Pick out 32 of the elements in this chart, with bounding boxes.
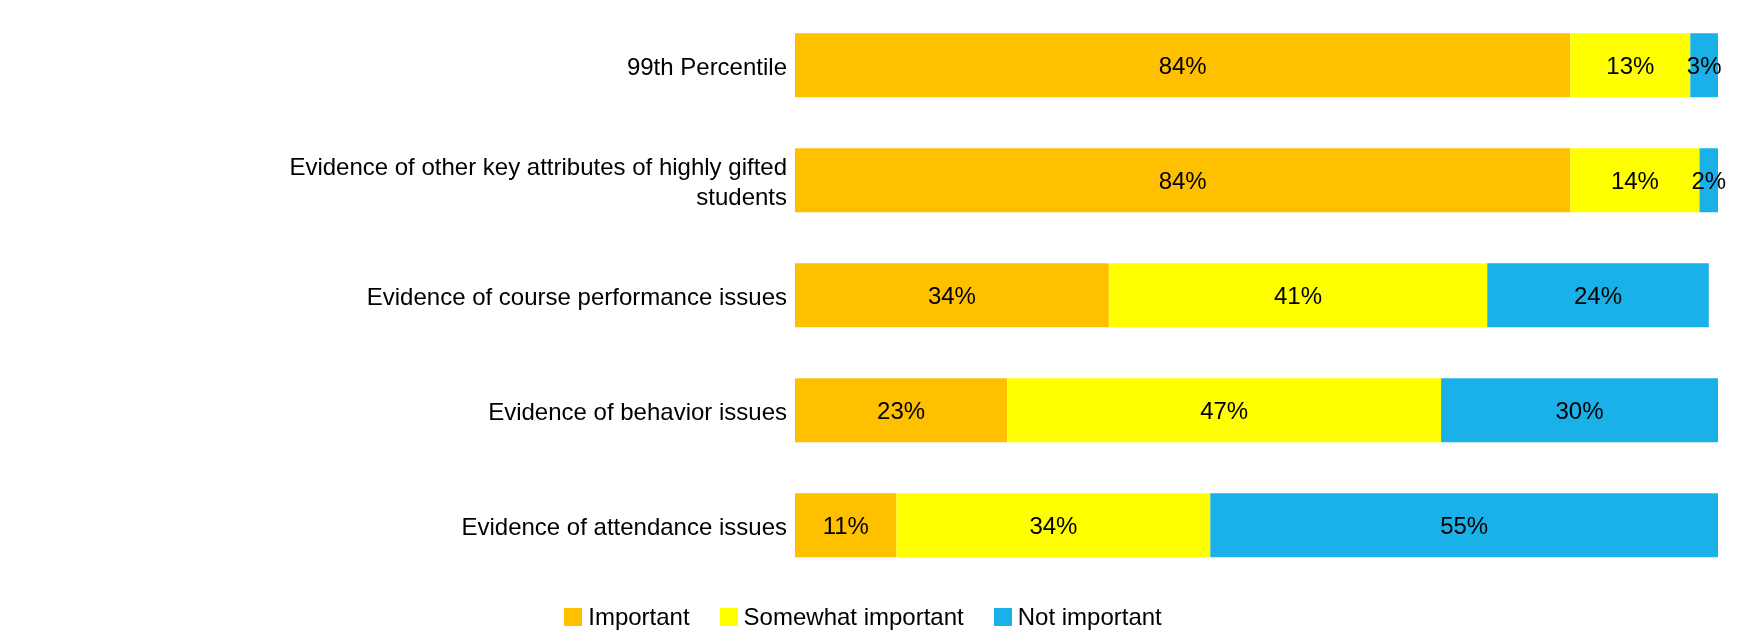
- bar: [795, 493, 897, 558]
- data-label: 47%: [1200, 396, 1249, 424]
- bar: [1007, 378, 1442, 443]
- bar: [795, 378, 1008, 443]
- bar: [1210, 493, 1718, 558]
- data-label: 30%: [1555, 396, 1604, 424]
- bar: [1441, 378, 1718, 443]
- bar: [795, 263, 1109, 328]
- data-label: 23%: [877, 396, 926, 424]
- data-label: 24%: [1573, 281, 1623, 309]
- legend-label: Somewhat important: [743, 603, 964, 631]
- data-label: 34%: [927, 281, 976, 309]
- legend-label: Important: [588, 603, 690, 631]
- y-tick-label: Evidence of course performance issues: [366, 282, 787, 309]
- data-label: 34%: [1029, 511, 1078, 539]
- y-tick-label: Evidence of other key attributes of highly gifted students: [289, 152, 787, 209]
- y-tick-label: Evidence of behavior issues: [488, 397, 787, 424]
- data-label: 55%: [1440, 511, 1489, 539]
- data-label: 84%: [1158, 51, 1207, 79]
- y-tick-label: Evidence of attendance issues: [461, 512, 787, 539]
- data-label: 11%: [822, 511, 869, 539]
- bar: [896, 493, 1211, 558]
- legend-label: Not important: [1017, 603, 1162, 631]
- data-label: 14%: [1610, 166, 1659, 194]
- data-label: 41%: [1274, 281, 1323, 309]
- bar: [795, 33, 1571, 98]
- bar: [1487, 263, 1709, 328]
- bar: [1108, 263, 1488, 328]
- data-label: 13%: [1606, 51, 1655, 79]
- data-label: 84%: [1158, 166, 1207, 194]
- bar: [795, 148, 1571, 213]
- y-tick-label: 99th Percentile: [626, 52, 787, 79]
